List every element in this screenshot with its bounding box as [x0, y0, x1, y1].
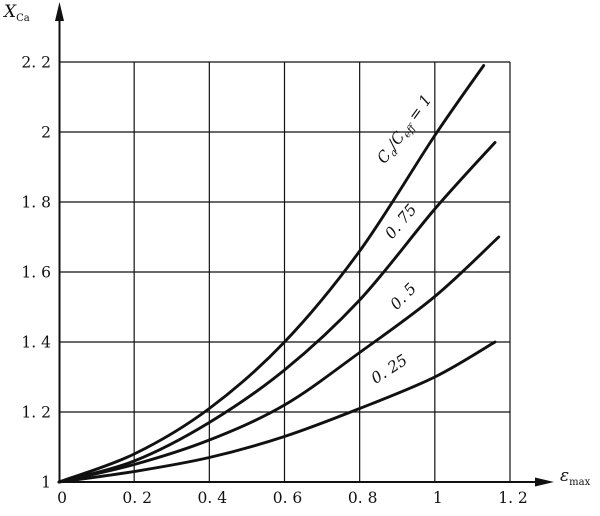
- y-tick-label: 1: [41, 474, 51, 492]
- curve-ca-ceff-1: [57, 64, 486, 484]
- y-tick-label: 1. 8: [21, 194, 51, 212]
- curve-ca-ceff-0-5: [57, 235, 501, 484]
- y-axis-arrow-icon: [55, 2, 64, 21]
- y-tick-label: 1. 2: [21, 404, 51, 422]
- curve-label: 0. 5: [387, 280, 420, 314]
- curve-label: 0. 25: [368, 351, 411, 388]
- x-axis-label-subscript: max: [569, 477, 591, 489]
- x-tick-label: 0. 4: [198, 489, 228, 507]
- x-tick-label: 1: [433, 489, 443, 507]
- y-axis-label: XCa: [4, 2, 30, 24]
- y-tick-label: 2: [41, 124, 51, 142]
- x-tick-label: 0. 6: [273, 489, 303, 507]
- curve-label: Ca/Ceff = 1: [373, 91, 437, 168]
- x-tick-label: 0. 8: [348, 489, 378, 507]
- curve-ca-ceff-0-25: [57, 340, 497, 484]
- x-tick-label: 1. 2: [498, 489, 528, 507]
- y-tick-label: 2. 2: [21, 54, 51, 72]
- x-axis-label: εmax: [560, 466, 590, 488]
- x-axis-arrow-icon: [535, 477, 554, 487]
- y-tick-label: 1. 4: [21, 334, 51, 352]
- y-tick-label: 1. 6: [21, 264, 51, 282]
- x-tick-label: 0. 2: [122, 489, 152, 507]
- curve-label: 0. 75: [381, 201, 420, 243]
- x-axis-label-symbol: ε: [560, 466, 570, 486]
- y-axis-label-subscript: Ca: [16, 13, 30, 25]
- x-tick-label: 0: [57, 489, 67, 507]
- y-axis-label-symbol: X: [4, 2, 17, 22]
- curve-ca-ceff-0-75: [57, 141, 497, 484]
